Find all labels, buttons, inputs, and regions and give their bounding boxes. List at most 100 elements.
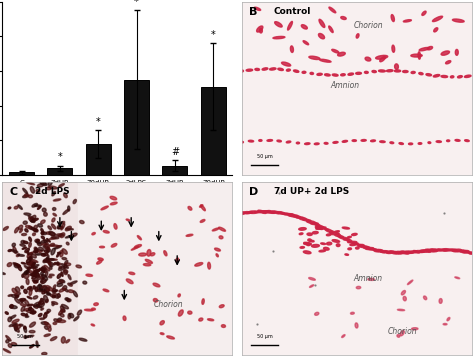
Ellipse shape — [280, 212, 285, 214]
Ellipse shape — [410, 251, 418, 253]
Ellipse shape — [469, 252, 474, 254]
Ellipse shape — [267, 211, 274, 213]
Ellipse shape — [9, 306, 17, 308]
Ellipse shape — [18, 205, 22, 209]
Ellipse shape — [29, 308, 34, 311]
Ellipse shape — [73, 291, 77, 297]
Ellipse shape — [307, 243, 310, 246]
Text: Chorion: Chorion — [353, 21, 383, 30]
Ellipse shape — [439, 298, 442, 303]
Ellipse shape — [40, 271, 45, 275]
Ellipse shape — [317, 73, 322, 75]
Ellipse shape — [36, 190, 40, 193]
Ellipse shape — [44, 265, 50, 271]
Text: 7d UP+ 2d LPS: 7d UP+ 2d LPS — [274, 187, 349, 196]
Ellipse shape — [46, 255, 49, 261]
Ellipse shape — [20, 244, 26, 246]
Ellipse shape — [28, 257, 32, 259]
Ellipse shape — [61, 309, 64, 312]
Ellipse shape — [26, 226, 33, 229]
Ellipse shape — [438, 249, 447, 251]
Ellipse shape — [41, 253, 46, 256]
Ellipse shape — [393, 251, 399, 254]
Ellipse shape — [30, 187, 35, 193]
Ellipse shape — [39, 250, 43, 252]
Ellipse shape — [30, 345, 34, 348]
Ellipse shape — [42, 275, 48, 280]
Ellipse shape — [92, 232, 95, 235]
Ellipse shape — [26, 268, 29, 275]
Ellipse shape — [160, 333, 164, 335]
Ellipse shape — [178, 310, 183, 316]
Ellipse shape — [61, 272, 63, 276]
Ellipse shape — [422, 11, 426, 15]
Ellipse shape — [160, 321, 164, 325]
Ellipse shape — [319, 250, 326, 252]
Ellipse shape — [34, 302, 40, 307]
Ellipse shape — [146, 259, 153, 263]
Ellipse shape — [350, 243, 356, 246]
Ellipse shape — [277, 212, 283, 214]
Ellipse shape — [178, 294, 181, 297]
Ellipse shape — [447, 140, 450, 142]
Ellipse shape — [403, 20, 411, 22]
Ellipse shape — [27, 310, 33, 313]
Bar — [9, 172, 34, 175]
Ellipse shape — [42, 291, 45, 294]
Ellipse shape — [58, 226, 63, 229]
Ellipse shape — [7, 263, 12, 267]
Ellipse shape — [290, 215, 298, 217]
Ellipse shape — [200, 205, 203, 207]
Text: B: B — [248, 7, 257, 17]
Ellipse shape — [36, 273, 39, 276]
Ellipse shape — [36, 341, 38, 347]
Ellipse shape — [50, 243, 55, 246]
Ellipse shape — [455, 140, 460, 141]
Ellipse shape — [31, 220, 35, 222]
Ellipse shape — [41, 267, 45, 272]
Ellipse shape — [8, 317, 12, 322]
Ellipse shape — [14, 206, 18, 209]
Ellipse shape — [45, 245, 49, 250]
Ellipse shape — [329, 7, 336, 13]
Ellipse shape — [48, 276, 52, 278]
Ellipse shape — [52, 224, 56, 229]
Ellipse shape — [54, 319, 59, 322]
Ellipse shape — [262, 68, 268, 70]
Ellipse shape — [365, 71, 368, 74]
Ellipse shape — [79, 338, 87, 341]
Ellipse shape — [43, 258, 49, 263]
Ellipse shape — [343, 238, 349, 240]
Ellipse shape — [304, 242, 311, 245]
Ellipse shape — [44, 287, 47, 293]
Ellipse shape — [361, 140, 366, 141]
Ellipse shape — [28, 307, 31, 310]
Ellipse shape — [10, 305, 13, 308]
Ellipse shape — [48, 327, 51, 331]
Ellipse shape — [451, 249, 457, 251]
Ellipse shape — [27, 253, 32, 258]
Text: 50 µm: 50 µm — [257, 154, 273, 159]
Ellipse shape — [249, 211, 257, 213]
Ellipse shape — [356, 34, 359, 38]
Ellipse shape — [432, 16, 443, 22]
Ellipse shape — [48, 258, 54, 261]
Ellipse shape — [57, 293, 60, 297]
Ellipse shape — [332, 74, 338, 76]
Ellipse shape — [73, 200, 76, 203]
Ellipse shape — [419, 72, 423, 75]
Ellipse shape — [354, 243, 363, 246]
Ellipse shape — [33, 229, 36, 232]
Ellipse shape — [31, 265, 39, 268]
Ellipse shape — [332, 49, 339, 53]
Ellipse shape — [447, 249, 456, 251]
Ellipse shape — [208, 319, 214, 321]
Ellipse shape — [25, 193, 28, 197]
Ellipse shape — [32, 262, 35, 267]
Ellipse shape — [307, 221, 316, 224]
Ellipse shape — [288, 214, 294, 216]
Ellipse shape — [114, 223, 117, 229]
Ellipse shape — [67, 299, 71, 302]
Text: Amnion: Amnion — [354, 274, 383, 283]
Ellipse shape — [316, 227, 323, 229]
